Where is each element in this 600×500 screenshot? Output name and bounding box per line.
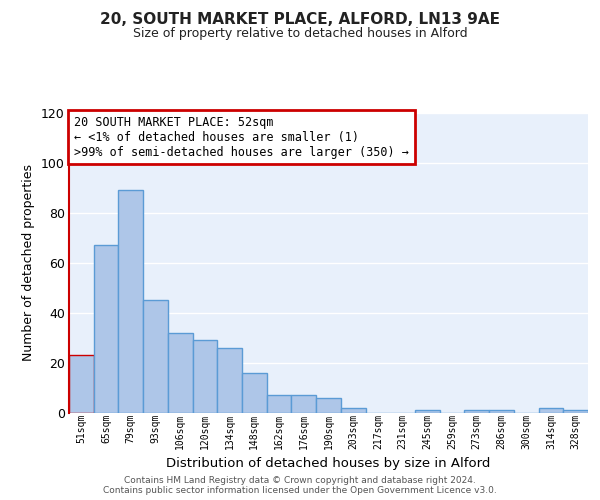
Bar [193,340,217,412]
Bar [168,332,193,412]
X-axis label: Distribution of detached houses by size in Alford: Distribution of detached houses by size … [166,458,491,470]
Text: Contains public sector information licensed under the Open Government Licence v3: Contains public sector information licen… [103,486,497,495]
Bar [415,410,440,412]
Bar [242,372,267,412]
Bar [94,245,118,412]
Y-axis label: Number of detached properties: Number of detached properties [22,164,35,361]
Bar [69,355,94,412]
Text: 20, SOUTH MARKET PLACE, ALFORD, LN13 9AE: 20, SOUTH MARKET PLACE, ALFORD, LN13 9AE [100,12,500,28]
Bar [539,408,563,412]
Bar [292,395,316,412]
Text: 20 SOUTH MARKET PLACE: 52sqm
← <1% of detached houses are smaller (1)
>99% of se: 20 SOUTH MARKET PLACE: 52sqm ← <1% of de… [74,116,409,158]
Bar [118,190,143,412]
Text: Contains HM Land Registry data © Crown copyright and database right 2024.: Contains HM Land Registry data © Crown c… [124,476,476,485]
Bar [316,398,341,412]
Text: Size of property relative to detached houses in Alford: Size of property relative to detached ho… [133,28,467,40]
Bar [464,410,489,412]
Bar [563,410,588,412]
Bar [143,300,168,412]
Bar [489,410,514,412]
Bar [267,395,292,412]
Bar [217,348,242,412]
Bar [341,408,365,412]
